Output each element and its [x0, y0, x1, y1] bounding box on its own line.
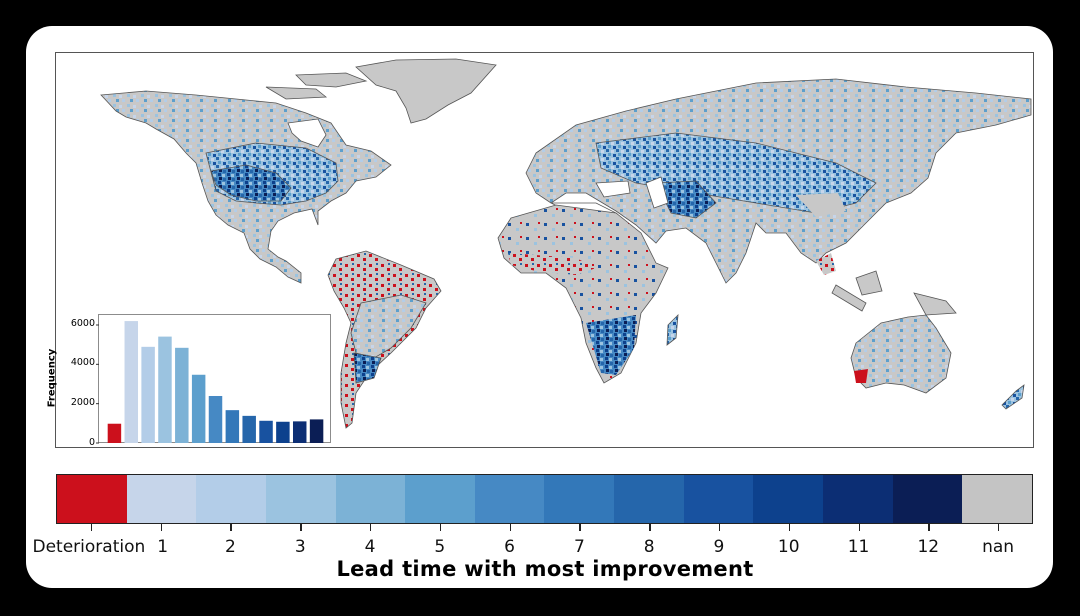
colorbar-segment-12	[892, 475, 963, 523]
ytick-6000: 6000	[70, 318, 95, 329]
colorbar-segment-6	[474, 475, 545, 523]
colorbar-label: 5	[434, 537, 446, 557]
histogram-bar	[242, 415, 256, 443]
colorbar-segment-11	[823, 475, 893, 523]
ytick-2000: 2000	[70, 397, 95, 408]
colorbar-label: 4	[364, 537, 376, 557]
colorbar	[56, 474, 1033, 524]
colorbar-tick	[718, 524, 721, 531]
colorbar-label: Deterioration	[32, 537, 146, 557]
colorbar-title: Lead time with most improvement	[336, 557, 754, 581]
histogram-bar	[124, 321, 139, 443]
histogram-bar	[191, 374, 206, 443]
histogram-bar	[107, 423, 122, 443]
colorbar-segment-9	[683, 475, 754, 523]
world-map-svg	[100, 58, 1032, 429]
colorbar-label: 8	[643, 537, 655, 557]
ytick-0: 0	[88, 437, 95, 448]
colorbar-label: 6	[504, 537, 516, 557]
histogram-bar	[309, 419, 324, 443]
colorbar-tick	[300, 524, 302, 531]
colorbar-label: 7	[573, 537, 585, 557]
world-map	[55, 52, 1034, 448]
histogram-bar	[259, 420, 273, 443]
histogram-bar	[158, 336, 172, 443]
colorbar-label: 10	[777, 537, 800, 557]
histogram-bar	[276, 421, 290, 443]
colorbar-tick	[509, 524, 511, 531]
colorbar-segment-3	[265, 475, 336, 523]
colorbar-tick	[649, 524, 651, 531]
colorbar-label: 9	[713, 537, 725, 557]
colorbar-tick	[788, 524, 791, 531]
histogram-bar	[225, 410, 240, 443]
histogram-ylabel: Frequency	[46, 348, 58, 408]
colorbar-label: 1	[157, 537, 169, 557]
frequency-histogram	[96, 314, 331, 444]
histogram-bar	[292, 421, 307, 443]
colorbar-label: 3	[294, 537, 306, 557]
colorbar-segment-7	[544, 475, 615, 523]
colorbar-segment-deterioration	[57, 475, 127, 523]
ytick-4000: 4000	[70, 357, 95, 368]
histogram-bar	[208, 395, 223, 443]
colorbar-tick	[160, 524, 163, 531]
histogram-bar	[175, 347, 189, 443]
histogram-bars	[96, 321, 324, 444]
colorbar-tick	[370, 524, 372, 531]
histogram-bar	[141, 346, 155, 443]
colorbar-ticks	[56, 524, 1033, 532]
colorbar-tick	[998, 524, 1000, 531]
colorbar-tick	[579, 524, 581, 531]
colorbar-label: nan	[982, 537, 1015, 557]
colorbar-segment-8	[614, 475, 684, 523]
colorbar-label: 2	[225, 537, 236, 557]
colorbar-tick	[90, 524, 93, 531]
colorbar-segment-5	[405, 475, 475, 523]
colorbar-label: 12	[917, 537, 940, 557]
colorbar-segment-nan	[962, 475, 1032, 523]
colorbar-segment-2	[196, 475, 266, 523]
colorbar-segment-1	[126, 475, 197, 523]
colorbar-segment-10	[753, 475, 824, 523]
colorbar-tick	[928, 524, 930, 531]
colorbar-tick	[439, 524, 442, 531]
colorbar-segment-4	[335, 475, 406, 523]
colorbar-tick	[230, 524, 232, 531]
colorbar-label: 11	[847, 537, 870, 557]
colorbar-tick	[858, 524, 860, 531]
